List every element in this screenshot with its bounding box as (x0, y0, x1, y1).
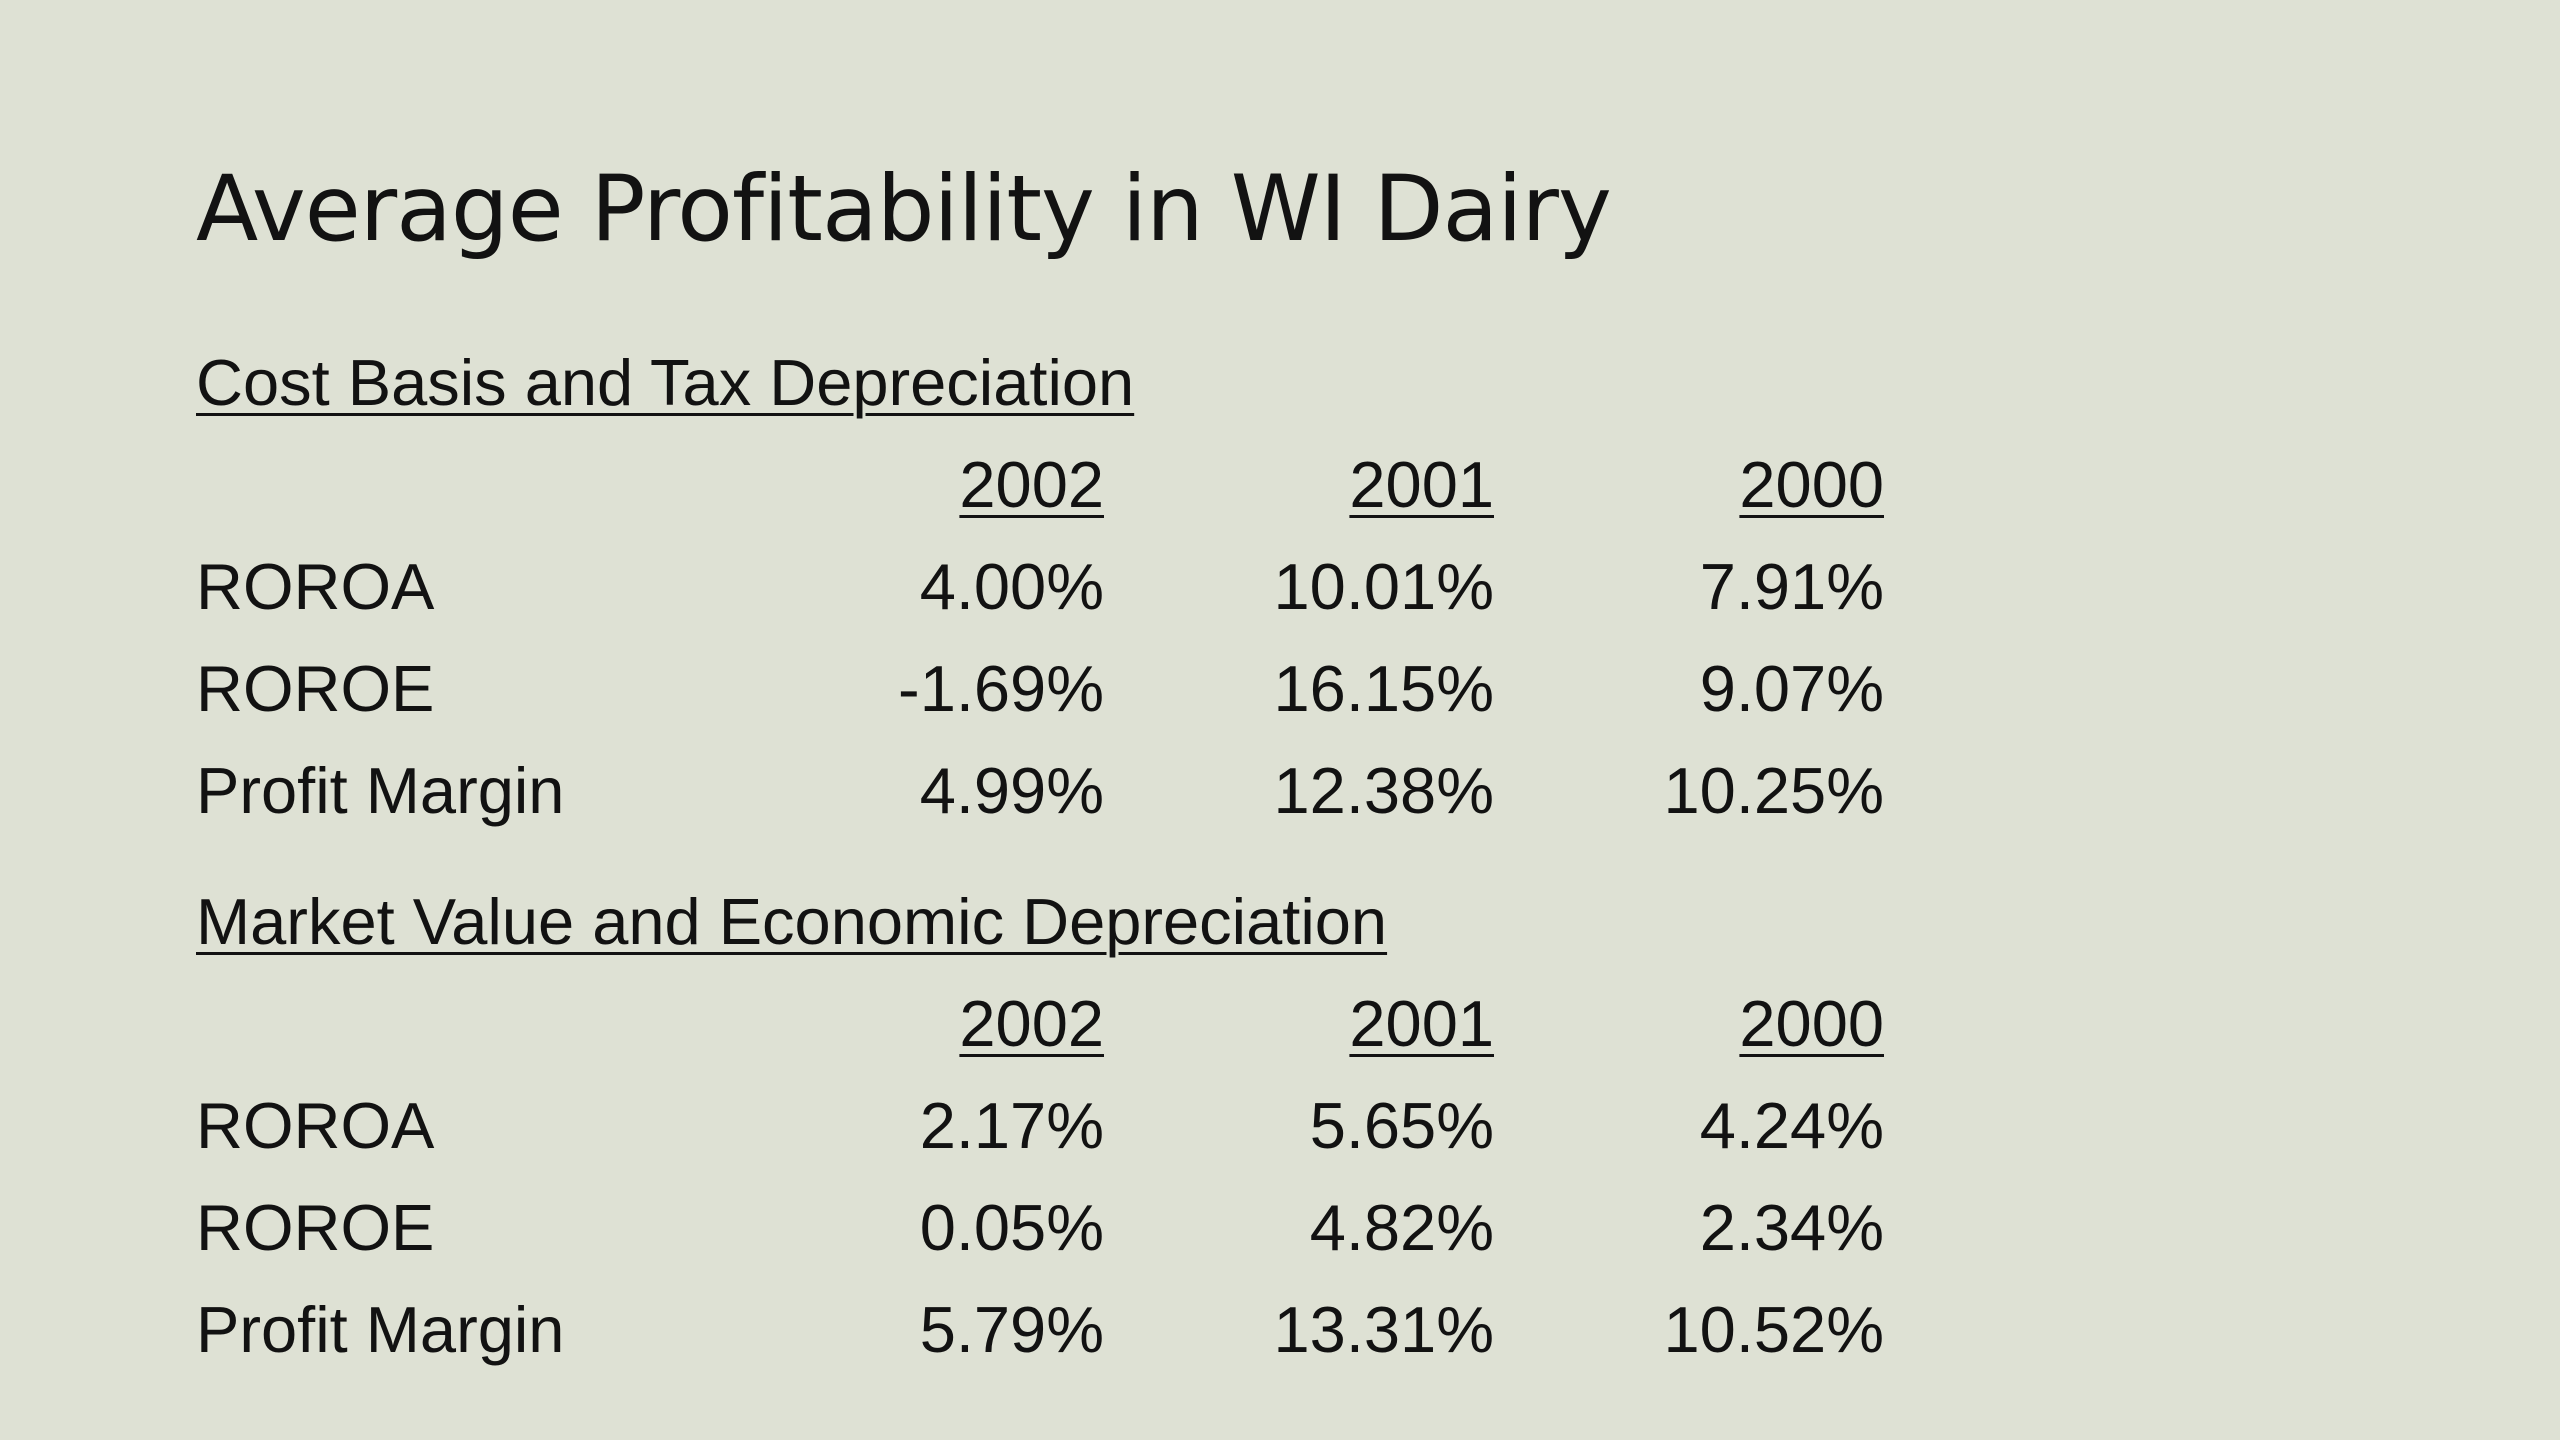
table-cell: 5.79% (919, 1293, 1104, 1366)
table-cell: 2.17% (919, 1089, 1104, 1162)
table-cell: 4.24% (1699, 1089, 1884, 1162)
table-cell: 9.07% (1699, 652, 1884, 725)
table-cell: 10.25% (1663, 754, 1884, 827)
column-header-row: 2002 2001 2000 (196, 447, 1896, 549)
table-cell: 12.38% (1273, 754, 1494, 827)
row-label: ROROE (196, 1191, 435, 1264)
slide-title: Average Profitability in WI Dairy (196, 157, 1612, 262)
column-header-row: 2002 2001 2000 (196, 986, 1896, 1088)
row-label: Profit Margin (196, 1293, 565, 1366)
table-cell: 4.82% (1309, 1191, 1494, 1264)
table-cell: -1.69% (898, 652, 1104, 725)
section-heading: Market Value and Economic Depreciation (196, 885, 1388, 958)
row-label: ROROA (196, 550, 435, 623)
row-label: ROROA (196, 1089, 435, 1162)
column-header: 2000 (1739, 987, 1884, 1060)
column-header: 2002 (959, 987, 1104, 1060)
table-row: Profit Margin 4.99% 12.38% 10.25% (196, 753, 1896, 855)
section-market-value: Market Value and Economic Depreciation 2… (196, 884, 1896, 1394)
table-row: Profit Margin 5.79% 13.31% 10.52% (196, 1292, 1896, 1394)
row-label: ROROE (196, 652, 435, 725)
section-heading: Cost Basis and Tax Depreciation (196, 346, 1135, 419)
table-cell: 13.31% (1273, 1293, 1494, 1366)
table-cell: 4.00% (919, 550, 1104, 623)
table-cell: 4.99% (919, 754, 1104, 827)
table-cell: 2.34% (1699, 1191, 1884, 1264)
section-cost-basis: Cost Basis and Tax Depreciation 2002 200… (196, 345, 1896, 855)
table-cell: 10.01% (1273, 550, 1494, 623)
column-header: 2001 (1349, 987, 1494, 1060)
table-cell: 16.15% (1273, 652, 1494, 725)
table-row: ROROA 2.17% 5.65% 4.24% (196, 1088, 1896, 1190)
table-cell: 7.91% (1699, 550, 1884, 623)
table-row: ROROE 0.05% 4.82% 2.34% (196, 1190, 1896, 1292)
column-header: 2001 (1349, 448, 1494, 521)
column-header: 2002 (959, 448, 1104, 521)
column-header: 2000 (1739, 448, 1884, 521)
table-cell: 0.05% (919, 1191, 1104, 1264)
row-label: Profit Margin (196, 754, 565, 827)
table-cell: 10.52% (1663, 1293, 1884, 1366)
table-row: ROROE -1.69% 16.15% 9.07% (196, 651, 1896, 753)
table-cell: 5.65% (1309, 1089, 1494, 1162)
table-row: ROROA 4.00% 10.01% 7.91% (196, 549, 1896, 651)
